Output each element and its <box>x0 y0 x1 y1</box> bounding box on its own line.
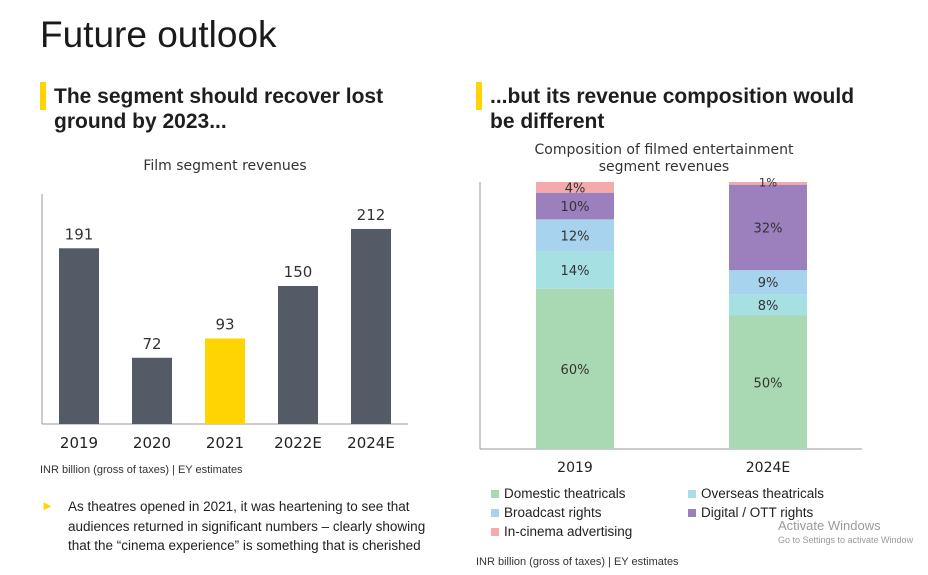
right-chart-title: Composition of filmed entertainment segm… <box>534 142 794 175</box>
bar-2021 <box>205 338 245 424</box>
stack-segment-digital-2019 <box>536 192 614 220</box>
segment-value-label: 9% <box>758 276 779 291</box>
segment-value-label: 14% <box>561 264 590 279</box>
x-tick-label: 2024E <box>746 460 790 476</box>
legend-swatch <box>491 508 499 517</box>
bar-value-label: 72 <box>142 335 161 353</box>
segment-value-label: 12% <box>561 229 590 244</box>
stack-segment-overseas-2019 <box>536 251 614 289</box>
x-tick-label: 2019 <box>60 434 98 452</box>
stack-segment-domestic-2019 <box>536 288 614 449</box>
left-heading-accent-bar <box>40 82 46 110</box>
bullet-arrow-icon: ► <box>41 498 54 513</box>
stack-segment-advertising-2019 <box>536 182 614 193</box>
legend-swatch <box>688 508 696 517</box>
left-chart-title: Film segment revenues <box>143 158 307 174</box>
film-revenue-bar-chart: 191 2019 72 2020 93 2021 150 2022E 212 2024E <box>41 194 408 452</box>
segment-value-label: 4% <box>565 181 586 196</box>
legend-swatch <box>491 489 499 498</box>
bar-value-label: 93 <box>215 315 234 333</box>
x-tick-label: 2024E <box>347 434 395 452</box>
legend-label: In-cinema advertising <box>504 524 633 539</box>
stack-segment-domestic-2024E <box>729 315 807 449</box>
segment-value-label: 1% <box>759 176 777 189</box>
legend-item-overseas: Overseas theatricals <box>688 486 824 501</box>
segment-value-label: 32% <box>754 221 783 236</box>
watermark-line1: Activate Windows <box>778 518 881 533</box>
stack-segment-broadcast-2024E <box>729 270 807 295</box>
bar-2019 <box>59 248 99 424</box>
legend-label: Domestic theatricals <box>504 486 626 501</box>
left-heading: The segment should recover lost ground b… <box>54 85 384 133</box>
legend-label: Digital / OTT rights <box>701 505 814 520</box>
legend-item-broadcast: Broadcast rights <box>491 505 602 520</box>
legend-label: Broadcast rights <box>504 505 602 520</box>
stack-segment-digital-2024E <box>729 184 807 271</box>
stack-segment-overseas-2024E <box>729 294 807 316</box>
legend-item-digital: Digital / OTT rights <box>688 505 813 520</box>
segment-value-label: 10% <box>561 200 590 215</box>
x-tick-label: 2020 <box>133 434 171 452</box>
legend-swatch <box>688 489 696 498</box>
activate-windows-watermark: Activate Windows Go to Settings to activ… <box>778 518 913 545</box>
stack-segment-broadcast-2019 <box>536 219 614 252</box>
bar-value-label: 150 <box>284 263 313 281</box>
bar-2020 <box>132 357 172 424</box>
revenue-composition-stacked-chart: 60% 14% 12% 10% 4% 2019 50% 8% 9% 32% 1% 2024E <box>479 176 862 476</box>
bar-value-label: 212 <box>357 206 386 224</box>
legend-item-advertising: In-cinema advertising <box>491 524 632 539</box>
watermark-line2: Go to Settings to activate Window <box>778 535 914 545</box>
left-footnote: INR billion (gross of taxes) | EY estima… <box>40 464 243 476</box>
legend-item-domestic: Domestic theatricals <box>491 486 626 501</box>
segment-value-label: 60% <box>561 363 590 378</box>
x-tick-label: 2022E <box>274 434 322 452</box>
x-tick-label: 2021 <box>206 434 244 452</box>
bullet-text: As theatres opened in 2021, it was heart… <box>68 499 426 553</box>
bar-2022E <box>278 286 318 424</box>
segment-value-label: 8% <box>758 299 779 314</box>
legend-label: Overseas theatricals <box>701 486 825 501</box>
right-heading: ...but its revenue composition would be … <box>490 85 855 133</box>
segment-value-label: 50% <box>754 376 783 391</box>
bar-value-label: 191 <box>65 225 94 243</box>
right-footnote: INR billion (gross of taxes) | EY estima… <box>476 556 679 568</box>
stack-segment-advertising-2024E <box>729 182 807 185</box>
right-heading-accent-bar <box>476 82 482 110</box>
page-title: Future outlook <box>40 14 277 55</box>
x-tick-label: 2019 <box>557 460 593 476</box>
legend-swatch <box>491 527 499 536</box>
bar-2024E <box>351 228 391 424</box>
